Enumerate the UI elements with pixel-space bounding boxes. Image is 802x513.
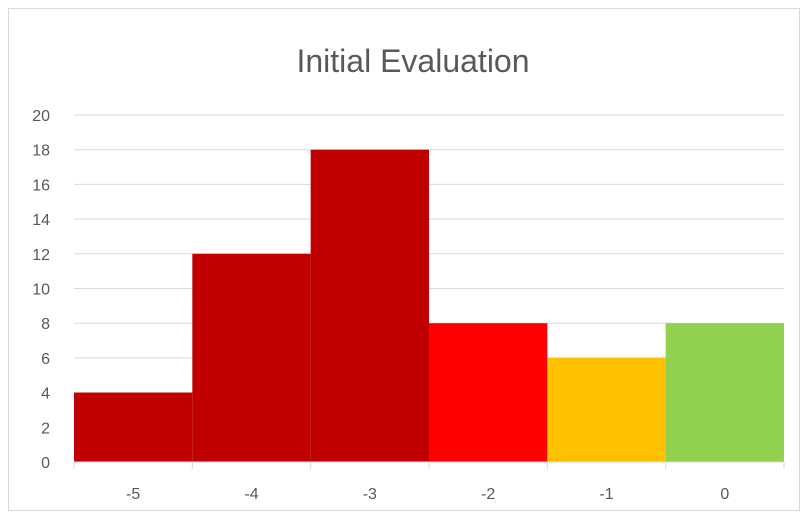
y-tick-label: 10: [32, 282, 50, 299]
chart-title: Initial Evaluation: [296, 43, 529, 79]
x-tick-label: -2: [481, 486, 495, 503]
y-tick-label: 20: [32, 108, 50, 125]
bar--5: [74, 392, 193, 462]
y-tick-label: 18: [32, 143, 50, 160]
y-tick-label: 14: [32, 212, 50, 229]
bar--1: [547, 357, 666, 462]
bar--2: [429, 323, 548, 462]
bar-0: [665, 323, 784, 462]
bar--3: [310, 149, 429, 462]
x-tick-label: -5: [126, 486, 140, 503]
y-tick-label: 12: [32, 247, 50, 264]
x-tick-label: -4: [244, 486, 258, 503]
y-tick-label: 16: [32, 177, 50, 194]
y-tick-label: 2: [41, 420, 50, 437]
bars: [74, 149, 784, 462]
y-tick-label: 6: [41, 351, 50, 368]
x-axis: [73, 461, 785, 469]
x-tick-label: 0: [720, 486, 729, 503]
x-axis-tick-labels: -5 -4 -3 -2 -1 0: [126, 486, 729, 503]
y-tick-label: 4: [41, 386, 50, 403]
x-tick-label: -3: [363, 486, 377, 503]
y-axis-tick-labels: 0 2 4 6 8 10 12 14 16 18 20: [32, 108, 50, 472]
x-tick-label: -1: [599, 486, 613, 503]
bar--4: [192, 253, 311, 462]
y-tick-label: 8: [41, 316, 50, 333]
y-tick-label: 0: [41, 455, 50, 472]
